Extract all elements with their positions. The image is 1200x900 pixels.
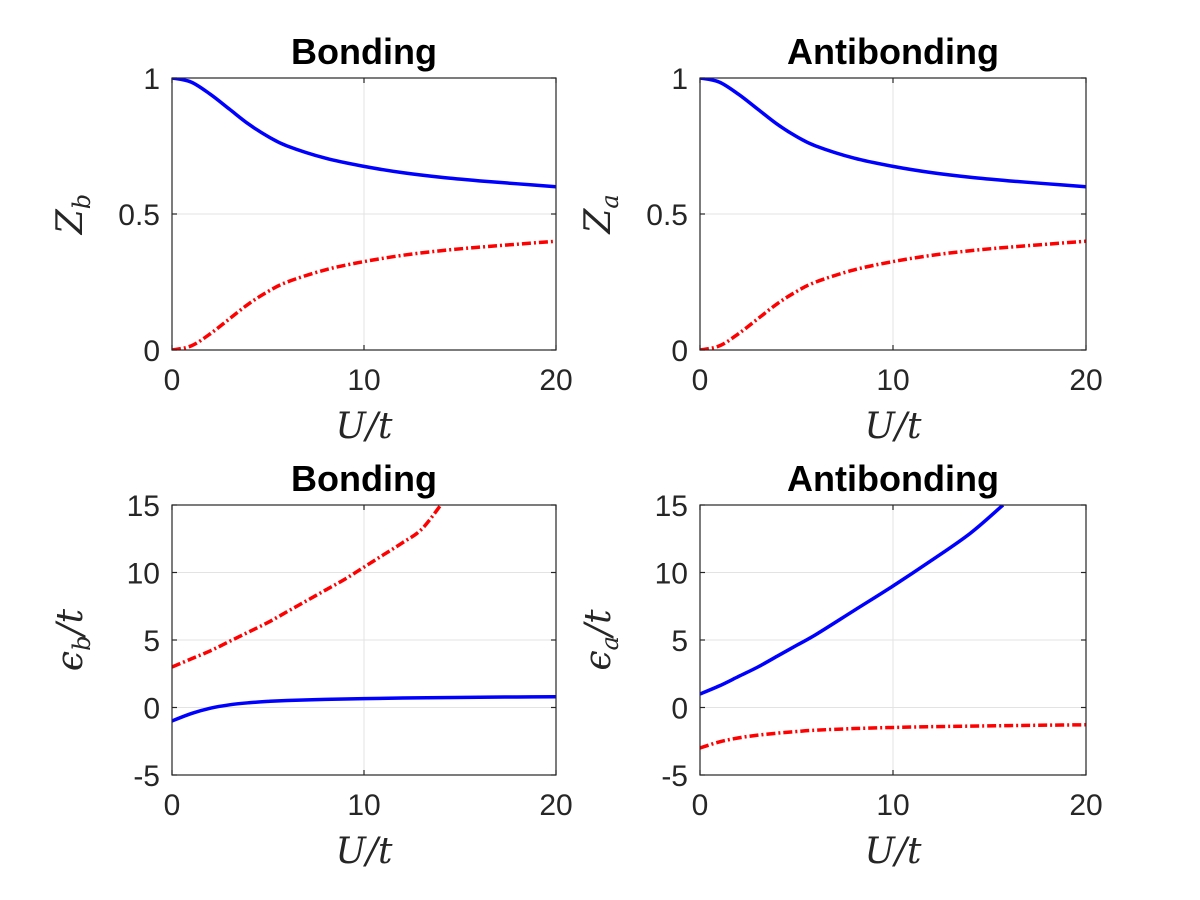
x-axis-label: U/t <box>865 831 922 872</box>
series-line-dashdot <box>172 505 443 669</box>
chart-panel-1: 0 10 20 0 0.5 1 Antibonding U/t Za <box>578 31 1103 447</box>
x-tick-label: 10 <box>347 364 380 397</box>
y-tick-label: 0 <box>143 693 160 726</box>
series-line-dashdot <box>700 239 1086 350</box>
y-axis-label: ϵa/t <box>578 609 624 671</box>
y-axis-label-subscript: a <box>596 194 624 208</box>
x-tick-label: 20 <box>1069 789 1102 822</box>
x-axis-label: U/t <box>336 831 393 872</box>
x-tick-label: 10 <box>347 789 380 822</box>
y-tick-label: 10 <box>127 558 160 591</box>
x-tick-label: 0 <box>692 364 709 397</box>
y-tick-label: 1 <box>671 63 688 96</box>
x-tick-label: 10 <box>876 364 909 397</box>
x-tick-label: 0 <box>692 789 709 822</box>
y-axis-label: Zb <box>50 194 96 235</box>
y-axis-label-main: ϵ <box>50 651 91 671</box>
y-axis-label-tail: /t <box>578 609 619 639</box>
series-line-solid <box>700 78 1086 189</box>
series-line-dashdot <box>700 723 1086 750</box>
y-tick-label: 1 <box>143 63 160 96</box>
chart-panel-0: 0 10 20 0 0.5 1 Bonding U/t Zb <box>50 31 573 447</box>
x-tick-label: 0 <box>164 364 181 397</box>
y-tick-label: 5 <box>143 625 160 658</box>
x-axis-label: U/t <box>336 406 393 447</box>
y-tick-label: 15 <box>127 490 160 523</box>
y-tick-label: 0 <box>671 335 688 368</box>
chart-title: Bonding <box>291 31 437 72</box>
x-axis-label: U/t <box>865 406 922 447</box>
x-tick-label: 20 <box>539 789 572 822</box>
y-axis-label-subscript: b <box>68 194 96 209</box>
y-tick-label: 10 <box>655 558 688 591</box>
y-axis-label-main: Z <box>50 208 91 235</box>
y-axis-label-main: Z <box>578 208 619 235</box>
y-tick-label: -5 <box>133 760 160 793</box>
x-tick-label: 20 <box>539 364 572 397</box>
y-axis-label-main: ϵ <box>578 650 619 670</box>
y-axis-label: ϵb/t <box>50 608 96 671</box>
y-axis-label: Za <box>578 194 624 234</box>
y-axis-label-subscript: a <box>596 636 624 650</box>
x-tick-label: 20 <box>1069 364 1102 397</box>
chart-title: Bonding <box>291 458 437 499</box>
y-axis-label-subscript: b <box>68 636 96 651</box>
x-tick-label: 10 <box>876 789 909 822</box>
y-tick-label: 0.5 <box>646 199 688 232</box>
chart-title: Antibonding <box>787 458 999 499</box>
y-tick-label: 0 <box>671 693 688 726</box>
series-line-solid <box>700 505 1005 696</box>
y-tick-label: 0 <box>143 335 160 368</box>
y-tick-label: -5 <box>661 760 688 793</box>
chart-title: Antibonding <box>787 31 999 72</box>
y-tick-label: 15 <box>655 490 688 523</box>
series-line-dashdot <box>172 239 556 350</box>
y-axis-label-tail: /t <box>50 608 91 638</box>
series-line-solid <box>172 694 556 723</box>
y-tick-label: 5 <box>671 625 688 658</box>
y-tick-label: 0.5 <box>118 199 160 232</box>
series-line-solid <box>172 78 556 189</box>
x-tick-label: 0 <box>164 789 181 822</box>
